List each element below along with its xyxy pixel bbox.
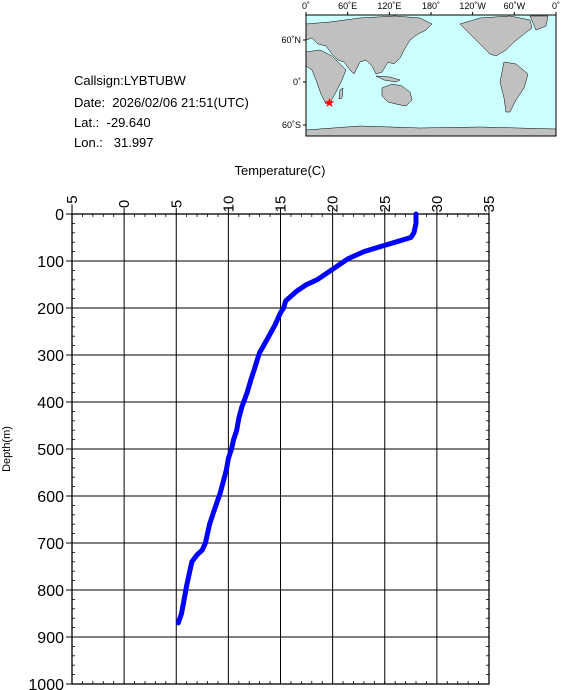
y-tick-label: 900: [37, 630, 64, 647]
land-indonesia: [375, 75, 401, 83]
map-lon-label: 0˚: [552, 1, 560, 11]
x-axis-label: Temperature(C): [234, 163, 325, 178]
y-tick-label: 300: [37, 348, 64, 365]
y-tick-label: 400: [37, 395, 64, 412]
x-tick-label: 15: [273, 196, 290, 213]
longitude-label: Lon.: 31.997: [74, 135, 154, 150]
map-landmasses: [306, 15, 556, 136]
land-australia: [381, 83, 413, 107]
y-tick-label: 800: [37, 583, 64, 600]
plot-frame: [71, 213, 490, 685]
y-tick-label: 1000: [28, 677, 64, 690]
land-africa: [306, 49, 347, 105]
map-location-marker: ★: [324, 95, 336, 110]
x-tick-label: 35: [481, 196, 498, 213]
y-tick-label: 700: [37, 536, 64, 553]
y-tick-label: 600: [37, 489, 64, 506]
land-eurasia: [306, 15, 433, 75]
x-tick-label: 25: [377, 196, 394, 213]
y-axis-label: Depth(m): [1, 426, 13, 472]
land-south-america: [499, 61, 529, 113]
x-tick-label: −5: [64, 195, 81, 212]
world-map: 0˚ 60˚E 120˚E 180˚ 120˚W 60˚W 0˚ 60˚N 0˚ 60˚S ★: [281, 1, 560, 137]
callsign-label: Callsign:LYBTUBW: [74, 73, 186, 88]
land-madagascar: [338, 87, 344, 100]
date-label: Date: 2026/02/06 21:51(UTC): [74, 95, 249, 110]
y-tick-label: 100: [37, 254, 64, 271]
map-lon-label: 120˚E: [377, 1, 401, 11]
y-tick-label: 0: [55, 207, 64, 224]
latitude-label: Lat.: -29.640: [74, 115, 151, 130]
map-lon-label: 180˚: [422, 1, 440, 11]
map-lat-label: 60˚N: [281, 35, 301, 45]
x-tick-label: 30: [429, 196, 446, 213]
y-tick-label: 200: [37, 301, 64, 318]
map-lon-label: 60˚W: [504, 1, 526, 11]
map-lon-label: 120˚W: [459, 1, 486, 11]
x-tick-label: 10: [220, 196, 237, 213]
land-antarctica: [306, 125, 556, 136]
x-tick-label: 5: [168, 200, 185, 208]
map-lon-label: 0˚: [302, 1, 310, 11]
land-greenland: [529, 15, 549, 31]
x-tick-label: 20: [325, 196, 342, 213]
land-north-america: [459, 15, 533, 57]
map-lat-label: 60˚S: [282, 120, 301, 130]
map-lon-label: 60˚E: [338, 1, 357, 11]
map-lat-label: 0˚: [293, 77, 301, 87]
temperature-profile-line: [175, 211, 419, 626]
y-tick-label: 500: [37, 442, 64, 459]
x-tick-label: 0: [116, 200, 133, 208]
